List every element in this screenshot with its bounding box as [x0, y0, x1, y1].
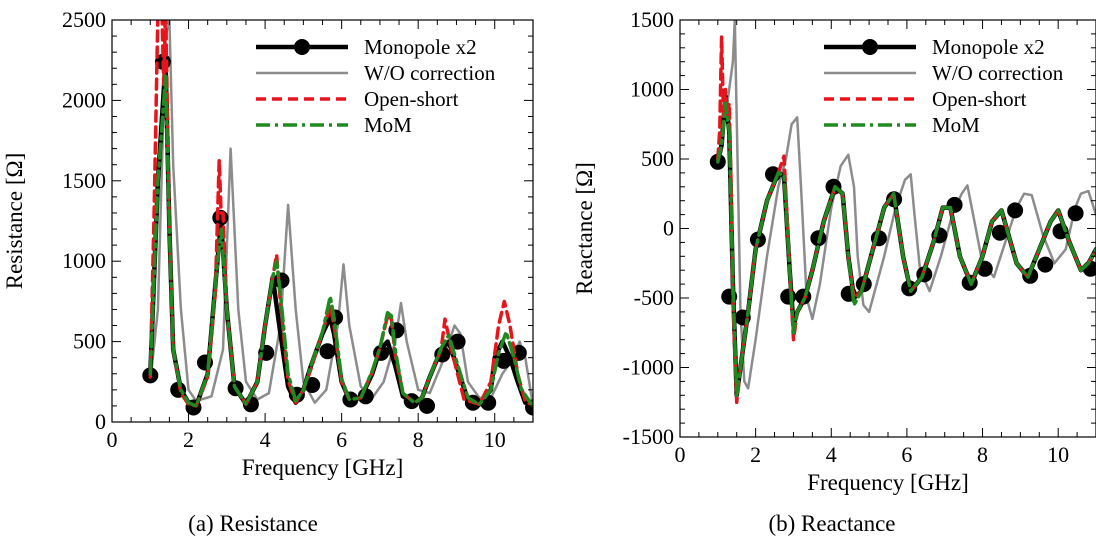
x-tick-label-resistance: 10 [484, 427, 506, 452]
series-line-mom-resistance [148, 74, 533, 408]
y-tick-label-reactance: 0 [663, 216, 674, 241]
x-tick-label-reactance: 4 [826, 442, 837, 467]
x-tick-label-reactance: 6 [901, 442, 912, 467]
legend-label-wo-correction: W/O correction [364, 61, 496, 85]
y-tick-label-resistance: 0 [95, 409, 106, 434]
y-tick-label-reactance: 500 [641, 146, 674, 171]
plot-area-resistance [142, 20, 533, 416]
y-tick-label-resistance: 1000 [62, 248, 106, 273]
x-tick-label-resistance: 4 [260, 427, 271, 452]
marker-monopole-reactance [991, 224, 1008, 241]
legend-label-mom: MoM [364, 113, 412, 137]
y-tick-label-reactance: -500 [634, 285, 674, 310]
series-line-wo-correction-reactance [716, 20, 1096, 390]
y-tick-label-reactance: -1000 [623, 355, 674, 380]
plot-area-reactance [709, 20, 1096, 405]
legend-label-open-short: Open-short [364, 87, 459, 111]
y-tick-label-reactance: 1000 [630, 77, 674, 102]
marker-monopole-reactance [1037, 256, 1054, 273]
series-line-mom-reactance [716, 101, 1096, 398]
marker-monopole-reactance [1067, 205, 1084, 222]
y-axis-label-reactance: Reactance [Ω] [572, 162, 597, 295]
x-tick-label-reactance: 10 [1047, 442, 1069, 467]
x-tick-label-reactance: 8 [977, 442, 988, 467]
marker-monopole-reactance [901, 280, 918, 297]
y-tick-label-resistance: 2500 [62, 7, 106, 32]
caption-resistance: (a) Resistance [188, 511, 318, 536]
x-tick-label-resistance: 0 [107, 427, 118, 452]
x-tick-label-resistance: 6 [336, 427, 347, 452]
y-tick-label-resistance: 2000 [62, 87, 106, 112]
panel-resistance: 0 2 4 6 8 10 0 500 1000 1500 2000 2500 Frequency [GH… [2, 7, 534, 480]
marker-monopole-resistance [319, 343, 336, 360]
y-axis-label-resistance: Resistance [Ω] [2, 153, 27, 290]
y-tick-label-reactance: -1500 [623, 424, 674, 449]
marker-monopole-resistance [495, 352, 512, 369]
caption-reactance: (b) Reactance [768, 511, 895, 536]
legend-label-wo-correction: W/O correction [932, 61, 1064, 85]
x-tick-label-reactance: 0 [675, 442, 686, 467]
legend-label-mom: MoM [932, 113, 980, 137]
marker-monopole-reactance [780, 288, 797, 305]
marker-monopole-resistance [304, 377, 321, 393]
x-axis-label-resistance: Frequency [GHz] [242, 455, 404, 480]
legend-label-monopole: Monopole x2 [364, 35, 477, 59]
legend-marker-monopole [862, 39, 878, 55]
y-tick-label-reactance: 1500 [630, 7, 674, 32]
marker-monopole-resistance [419, 397, 435, 414]
x-tick-label-resistance: 2 [183, 427, 194, 452]
x-tick-label-reactance: 2 [750, 442, 761, 467]
x-axis-label-reactance: Frequency [GHz] [807, 470, 969, 495]
legend-marker-monopole [294, 39, 310, 55]
legend-label-open-short: Open-short [932, 87, 1027, 111]
y-tick-label-resistance: 1500 [62, 168, 106, 193]
x-tick-label-resistance: 8 [413, 427, 424, 452]
marker-monopole-reactance [946, 196, 963, 213]
marker-monopole-reactance [1007, 202, 1024, 219]
legend-label-monopole: Monopole x2 [932, 35, 1045, 59]
panel-reactance: 0 2 4 6 8 10 -1500 -1000 -500 0 500 1000 1500 Frequen… [572, 7, 1096, 495]
marker-monopole-resistance [273, 272, 290, 289]
y-tick-label-resistance: 500 [73, 329, 106, 354]
